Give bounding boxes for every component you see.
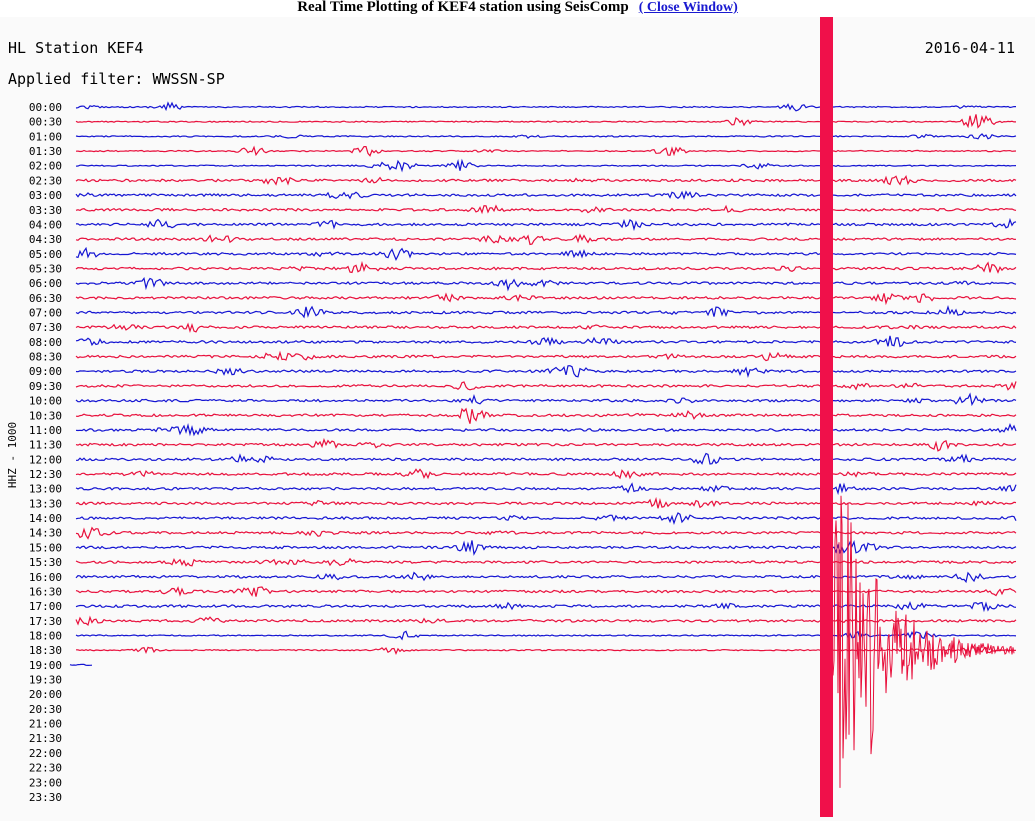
trace [75,381,1017,391]
station: HL Station KEF4 [8,39,143,57]
time-label: 07:30 [29,321,62,334]
time-label: 17:30 [29,615,62,628]
time-label: 14:00 [29,512,62,525]
trace [75,365,1017,378]
date: 2016-04-11 [925,39,1015,57]
filter: Applied filter: WWSSN-SP [8,70,225,88]
trace [75,158,1017,173]
time-label: 06:00 [29,277,62,290]
time-label: 09:00 [29,365,62,378]
trace [75,496,1017,509]
time-label: 01:30 [29,145,62,158]
time-label: 17:00 [29,600,62,613]
time-label: 08:00 [29,336,62,349]
event-bar [820,17,833,817]
time-label: 19:30 [29,674,62,687]
time-label: 04:00 [29,218,62,231]
trace [75,145,1017,157]
time-label: 10:00 [29,395,62,408]
event-trace [832,495,1015,788]
trace [75,277,1017,292]
time-label: 18:30 [29,644,62,657]
time-label: 06:30 [29,292,62,305]
close-link[interactable]: ( Close Window) [638,0,738,15]
time-label: 13:00 [29,483,62,496]
trace [75,422,1017,437]
trace [75,437,1017,452]
time-label: 22:00 [29,747,62,760]
helicorder: HL Station KEF4 2016-04-11 Applied filte… [0,17,1035,821]
time-label: 02:30 [29,174,62,187]
time-label: 15:30 [29,556,62,569]
time-label: 07:00 [29,307,62,320]
time-label: 23:30 [29,791,62,804]
time-label: 10:30 [29,409,62,422]
time-label: 03:30 [29,204,62,217]
plot-background [0,17,1035,821]
time-label: 09:30 [29,380,62,393]
time-label: 13:30 [29,497,62,510]
time-label: 18:00 [29,629,62,642]
time-label: 11:30 [29,439,62,452]
trace [75,335,1017,348]
trace [69,663,93,667]
time-label: 15:00 [29,541,62,554]
trace [75,101,1016,112]
time-label: 19:00 [29,659,62,672]
header: Real Time Plotting of KEF4 station using… [0,0,1035,17]
time-label: 12:30 [29,468,62,481]
trace [75,246,1017,262]
trace [75,512,1017,526]
time-label: 00:30 [29,116,62,129]
trace [75,526,1017,540]
trace [75,322,1017,334]
trace [75,392,1017,407]
time-label: 23:00 [29,776,62,789]
trace [75,114,1016,129]
time-label: 14:30 [29,527,62,540]
trace [75,482,1017,496]
time-label: 12:00 [29,453,62,466]
time-label: 03:00 [29,189,62,202]
trace [75,571,1017,584]
time-label: 21:00 [29,718,62,731]
trace [75,133,1017,140]
time-label: 11:00 [29,424,62,437]
trace [75,190,1017,200]
trace [75,305,1017,319]
time-label: 01:00 [29,130,62,143]
time-label: 05:00 [29,248,62,261]
trace [75,233,1017,246]
time-label: 08:30 [29,351,62,364]
trace [75,292,1017,306]
time-label: 04:30 [29,233,62,246]
trace [75,204,1017,215]
time-label: 20:30 [29,703,62,716]
trace [76,452,1017,465]
trace [75,407,1017,424]
trace [75,350,1017,362]
time-label: 20:00 [29,688,62,701]
time-label: 02:00 [29,160,62,173]
traces [69,101,1017,788]
trace [75,540,1017,556]
trace [75,557,1017,567]
trace [75,468,1017,480]
trace [75,260,1017,274]
time-label: 16:00 [29,571,62,584]
channel-label: HHZ - 1000 [6,422,19,488]
trace [75,586,1017,597]
time-label: 05:30 [29,262,62,275]
trace [75,217,1017,232]
trace [75,174,1017,186]
time-label: 21:30 [29,732,62,745]
time-label: 00:00 [29,101,62,114]
time-label: 22:30 [29,762,62,775]
time-label: 16:30 [29,585,62,598]
title: Real Time Plotting of KEF4 station using… [297,0,629,15]
